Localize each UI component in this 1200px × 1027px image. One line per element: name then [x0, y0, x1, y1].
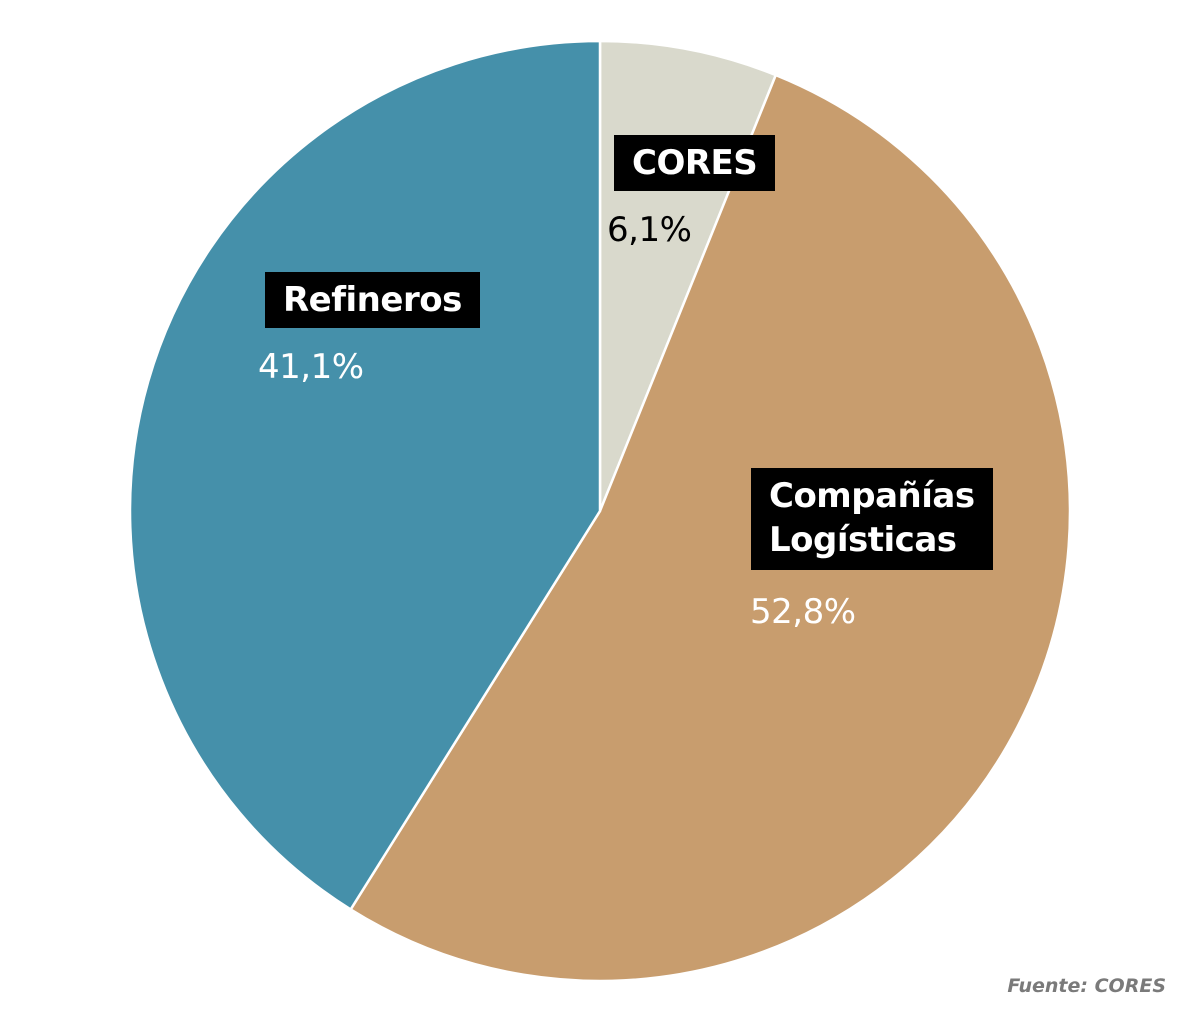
slice-value-companias-logisticas: 52,8%	[750, 592, 856, 632]
slice-label-refineros: Refineros	[265, 272, 480, 328]
pie-slice-refineros	[128, 39, 602, 912]
slice-label-companias-logisticas: Compañías Logísticas	[751, 468, 993, 570]
slice-value-cores: 6,1%	[607, 210, 692, 250]
slice-value-refineros: 41,1%	[258, 347, 364, 387]
source-note: Fuente: CORES	[1007, 975, 1166, 997]
slice-label-cores: CORES	[614, 135, 776, 191]
pie-slice-compañías-logísticas	[348, 73, 1072, 983]
